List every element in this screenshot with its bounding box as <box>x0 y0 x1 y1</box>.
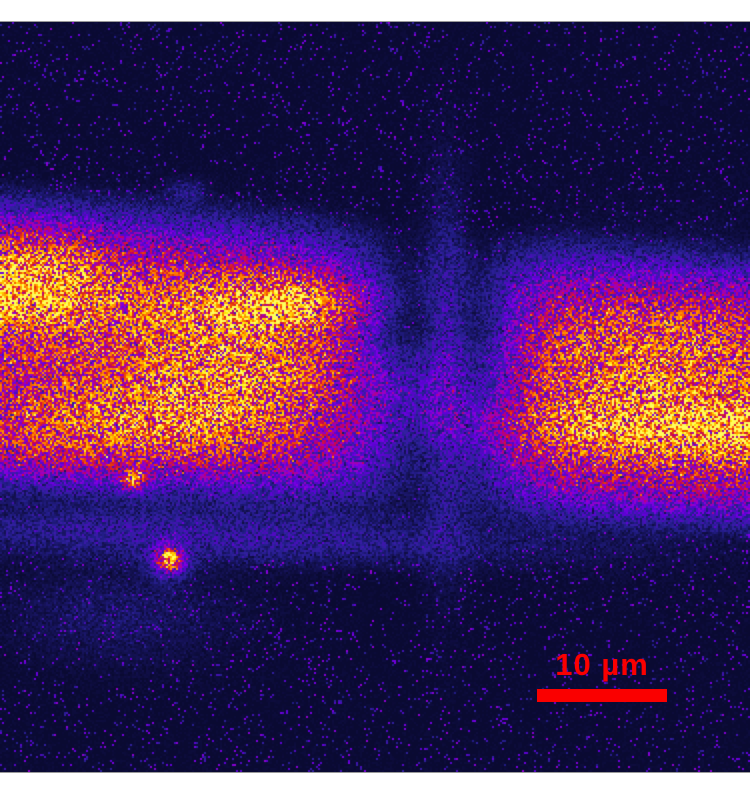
bottom-margin <box>0 773 750 800</box>
top-margin <box>0 0 750 21</box>
scale-bar-label: 10 µm <box>555 647 649 682</box>
fluorescence-image <box>0 22 750 772</box>
image-frame <box>0 21 750 773</box>
scale-bar-line <box>537 689 667 702</box>
